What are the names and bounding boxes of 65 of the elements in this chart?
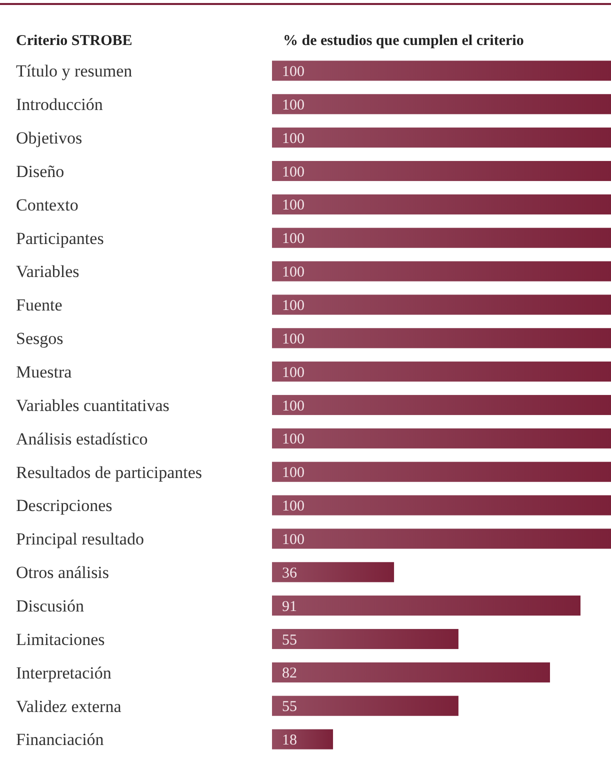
data-label: 55 xyxy=(282,632,297,648)
y-tick-label: Interpretación xyxy=(16,663,112,682)
y-tick-label: Objetivos xyxy=(16,128,82,148)
bar xyxy=(272,428,611,448)
bar xyxy=(272,94,611,114)
x-axis-title: % de estudios que cumplen el criterio xyxy=(283,33,524,49)
bar xyxy=(272,160,611,182)
data-label: 100 xyxy=(282,298,304,314)
y-tick-label: Limitaciones xyxy=(16,630,105,649)
y-tick-label: Validez externa xyxy=(16,696,122,716)
bar xyxy=(272,628,458,650)
y-tick-label: Participantes xyxy=(16,228,104,248)
bar xyxy=(272,462,611,482)
y-tick-label: Variables cuantitativas xyxy=(16,396,170,415)
bar xyxy=(272,261,611,282)
bar xyxy=(272,495,611,516)
data-label: 100 xyxy=(282,264,304,281)
y-tick-label: Contexto xyxy=(16,195,78,214)
data-label: 100 xyxy=(282,97,304,114)
data-label: 100 xyxy=(282,231,304,248)
bar xyxy=(272,128,611,148)
data-label: 100 xyxy=(282,532,304,548)
y-tick-label: Principal resultado xyxy=(16,530,144,549)
bar xyxy=(272,194,611,214)
bar xyxy=(272,696,458,716)
data-label: 100 xyxy=(282,198,304,214)
data-label: 55 xyxy=(282,699,297,716)
bar xyxy=(272,528,611,549)
y-tick-label: Otros análisis xyxy=(16,563,110,582)
y-tick-label: Introducción xyxy=(16,95,104,114)
y-tick-label: Título y resumen xyxy=(16,62,133,81)
data-label: 100 xyxy=(282,130,304,147)
y-axis-title: Criterio STROBE xyxy=(16,33,132,49)
bar xyxy=(272,328,611,348)
bar xyxy=(272,662,550,682)
data-label: 36 xyxy=(282,565,298,582)
data-label: 100 xyxy=(282,64,304,80)
y-tick-label: Análisis estadístico xyxy=(16,429,148,448)
data-label: 100 xyxy=(282,364,304,381)
y-tick-label: Sesgos xyxy=(16,329,64,348)
bar xyxy=(272,228,611,248)
bar xyxy=(272,394,611,416)
data-label: 100 xyxy=(282,465,304,482)
bar xyxy=(272,362,611,382)
y-tick-label: Descripciones xyxy=(16,496,112,516)
bar xyxy=(272,60,611,81)
y-tick-label: Diseño xyxy=(16,162,64,181)
y-tick-label: Resultados de participantes xyxy=(16,462,202,482)
data-label: 100 xyxy=(282,432,304,448)
y-tick-label: Muestra xyxy=(16,362,72,382)
data-label: 91 xyxy=(282,598,297,615)
bar xyxy=(272,596,580,616)
y-tick-label: Fuente xyxy=(16,296,62,315)
bar xyxy=(272,562,394,582)
data-label: 18 xyxy=(282,732,297,749)
y-tick-label: Financiación xyxy=(16,730,104,750)
data-label: 100 xyxy=(282,164,304,180)
data-label: 100 xyxy=(282,331,304,348)
data-label: 100 xyxy=(282,498,304,515)
bar xyxy=(272,294,611,315)
data-label: 82 xyxy=(282,666,297,682)
y-tick-label: Variables xyxy=(16,262,80,282)
bar xyxy=(272,729,334,750)
y-tick-label: Discusión xyxy=(16,596,84,616)
data-label: 100 xyxy=(282,398,304,414)
